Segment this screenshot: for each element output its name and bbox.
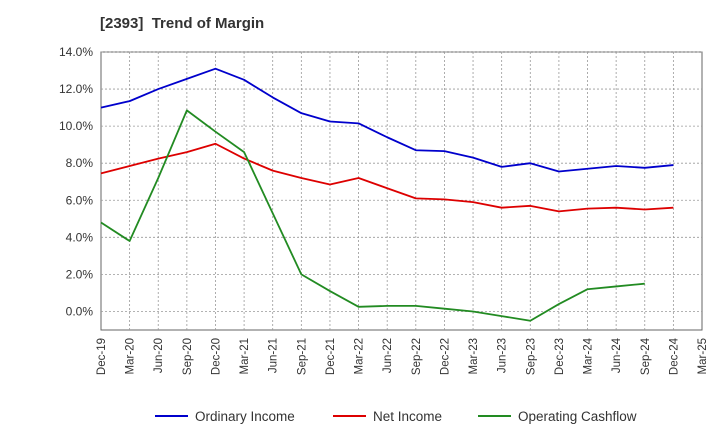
x-tick-label: Jun-20 — [153, 338, 165, 373]
y-tick-label: 2.0% — [66, 267, 94, 281]
x-tick-label: Jun-22 — [382, 338, 394, 373]
x-tick-label: Sep-23 — [525, 338, 537, 375]
x-tick-label: Jun-24 — [611, 337, 623, 373]
x-tick-label: Sep-24 — [640, 337, 652, 375]
legend-label: Net Income — [373, 409, 442, 424]
x-tick-label: Mar-25 — [697, 338, 709, 374]
x-tick-label: Mar-20 — [125, 338, 137, 374]
y-tick-label: 0.0% — [66, 304, 94, 318]
y-tick-label: 14.0% — [59, 45, 93, 59]
y-tick-label: 8.0% — [66, 156, 94, 170]
y-tick-label: 4.0% — [66, 230, 94, 244]
y-tick-label: 6.0% — [66, 193, 94, 207]
x-tick-label: Dec-19 — [96, 338, 108, 375]
x-tick-label: Mar-21 — [239, 338, 251, 374]
x-tick-label: Dec-21 — [325, 338, 337, 375]
x-tick-label: Sep-22 — [411, 338, 423, 375]
x-tick-label: Sep-20 — [182, 338, 194, 375]
x-tick-label: Jun-23 — [497, 338, 509, 373]
x-tick-label: Jun-21 — [268, 338, 280, 373]
series-line-net-income — [100, 142, 674, 213]
chart-title: [2393] Trend of Margin — [100, 15, 265, 32]
legend-label: Ordinary Income — [195, 409, 295, 424]
legend-label: Operating Cashflow — [518, 409, 637, 424]
series-line-ordinary-income — [100, 67, 674, 173]
x-tick-label: Dec-23 — [554, 338, 566, 375]
plot-area — [100, 51, 703, 331]
x-tick-label: Dec-20 — [210, 338, 222, 375]
x-tick-label: Mar-22 — [354, 338, 366, 374]
x-tick-label: Dec-22 — [439, 338, 451, 375]
y-tick-label: 12.0% — [59, 82, 93, 96]
x-tick-label: Sep-21 — [296, 338, 308, 375]
x-tick-label: Mar-23 — [468, 338, 480, 374]
y-tick-label: 10.0% — [59, 119, 93, 133]
series-line-operating-cashflow — [100, 109, 645, 322]
x-tick-label: Dec-24 — [668, 337, 680, 375]
x-tick-label: Mar-24 — [583, 337, 595, 374]
